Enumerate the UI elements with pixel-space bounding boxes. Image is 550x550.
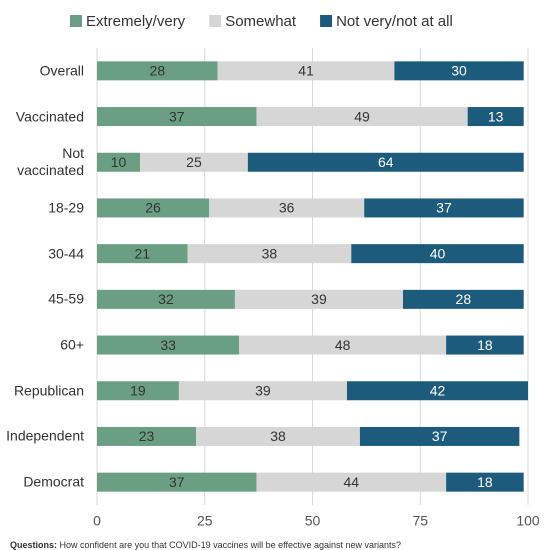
bar-segment [217, 61, 395, 81]
data-label: 44 [344, 474, 360, 490]
bar-segment [467, 107, 524, 127]
bar-segment [187, 244, 352, 264]
bar-segment [97, 61, 218, 81]
y-tick-label: Overall [39, 62, 84, 79]
legend-swatch [209, 15, 222, 27]
data-label: 30 [451, 63, 467, 79]
legend-label: Not very/not at all [336, 13, 453, 30]
data-label: 25 [186, 154, 202, 170]
bar-segment [97, 426, 197, 446]
bar-segment [97, 198, 210, 218]
y-tick-label: Vaccinated [15, 108, 84, 125]
x-tick-label: 75 [412, 513, 428, 529]
data-label: 19 [130, 382, 146, 398]
data-label: 21 [134, 245, 150, 261]
data-label: 40 [430, 245, 446, 261]
data-label: 28 [456, 291, 472, 307]
data-label: 49 [354, 108, 370, 124]
data-label: 64 [378, 154, 394, 170]
y-tick-label: 18-29 [48, 199, 84, 216]
bar-segment [234, 289, 404, 309]
bar-segment [351, 244, 524, 264]
data-label: 18 [477, 337, 493, 353]
bar-segment [97, 107, 257, 127]
bar-segment [247, 152, 524, 172]
data-label: 38 [262, 245, 278, 261]
bar-segment [97, 335, 240, 355]
y-tick-label: Not vaccinated [17, 145, 84, 179]
note-text: How confident are you that COVID-19 vacc… [59, 540, 402, 550]
bar-segment [97, 152, 141, 172]
data-label: 26 [145, 200, 161, 216]
bar-segment [364, 198, 524, 218]
legend-label: Extremely/very [86, 13, 186, 30]
bar-segment [97, 289, 235, 309]
y-tick-label: Democrat [23, 473, 84, 490]
x-tick-label: 100 [516, 513, 540, 529]
bar-segment [97, 381, 179, 401]
data-label: 37 [169, 474, 185, 490]
bar-segment [359, 426, 520, 446]
legend-label: Somewhat [225, 13, 297, 30]
y-tick-label: 45-59 [48, 290, 84, 307]
bar-segment [97, 244, 188, 264]
bar-segment [140, 152, 248, 172]
data-label: 32 [158, 291, 174, 307]
data-label: 23 [139, 428, 155, 444]
y-tick-label: Republican [13, 382, 84, 399]
y-tick-label: 60+ [60, 336, 84, 353]
y-tick-label: Independent [6, 427, 84, 444]
bar-segment [196, 426, 360, 446]
data-label: 39 [255, 382, 271, 398]
data-label: 33 [160, 337, 176, 353]
data-label: 13 [488, 108, 504, 124]
x-tick-label: 0 [93, 513, 101, 529]
bar-segment [256, 107, 468, 127]
x-tick-label: 25 [197, 513, 213, 529]
bar-segment [256, 472, 447, 492]
bar-segment [97, 472, 257, 492]
bar-segment [178, 381, 347, 401]
data-label: 41 [298, 63, 314, 79]
bar-segment [403, 289, 524, 309]
bar-segment [209, 198, 365, 218]
data-label: 42 [430, 382, 446, 398]
data-label: 37 [169, 108, 185, 124]
data-label: 38 [270, 428, 286, 444]
note: Questions: How confident are you that CO… [10, 540, 401, 550]
data-label: 37 [436, 200, 452, 216]
bar-segment [446, 335, 524, 355]
data-label: 18 [477, 474, 493, 490]
legend-swatch [320, 15, 333, 27]
data-label: 37 [432, 428, 448, 444]
data-label: 28 [150, 63, 166, 79]
data-label: 39 [311, 291, 327, 307]
bar-segment [346, 381, 528, 401]
data-label: 36 [279, 200, 295, 216]
data-label: 10 [111, 154, 127, 170]
note-label: Questions: [10, 540, 58, 550]
data-label: 48 [335, 337, 351, 353]
x-tick-label: 50 [305, 513, 321, 529]
bar-segment [446, 472, 524, 492]
bar-segment [239, 335, 447, 355]
y-tick-label: 30-44 [48, 245, 84, 262]
legend-swatch [70, 15, 82, 27]
bar-segment [394, 61, 524, 81]
